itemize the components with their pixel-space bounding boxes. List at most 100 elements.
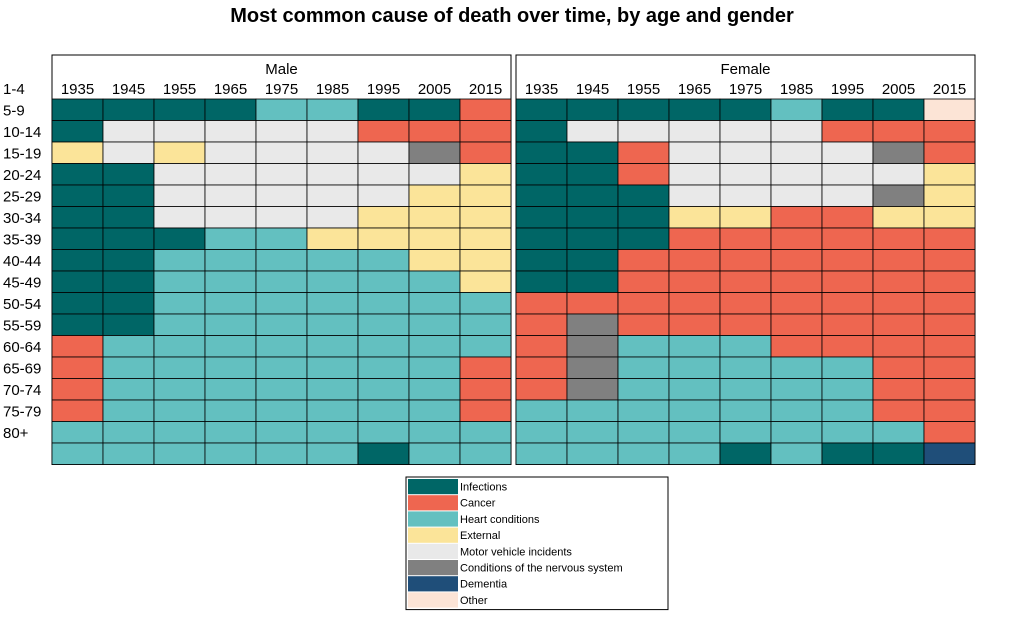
heatmap-cell — [408, 227, 461, 250]
heatmap-cell — [204, 313, 257, 336]
age-tick-label: 5-9 — [3, 103, 25, 120]
heatmap-cell — [357, 378, 410, 401]
heatmap-cell — [357, 421, 410, 444]
heatmap-cell — [617, 313, 670, 336]
heatmap-cell — [923, 249, 976, 272]
heatmap-cell — [102, 227, 155, 250]
heatmap-cell — [306, 335, 359, 358]
heatmap-cell — [204, 421, 257, 444]
heatmap-cell — [51, 378, 104, 401]
heatmap-cell — [153, 184, 206, 207]
heatmap-cell — [617, 184, 670, 207]
heatmap-cell — [408, 270, 461, 293]
legend-swatch — [408, 511, 458, 527]
heatmap-cell — [617, 163, 670, 186]
heatmap-cell — [821, 163, 874, 186]
heatmap-cell — [255, 120, 308, 143]
year-tick-label: 1935 — [61, 81, 94, 98]
heatmap-cell — [515, 141, 568, 164]
heatmap-cell — [204, 98, 257, 121]
legend-label: Infections — [460, 482, 508, 494]
age-tick-label: 20-24 — [3, 167, 41, 184]
heatmap-cell — [204, 442, 257, 465]
heatmap-cell — [668, 335, 721, 358]
age-tick-label: 15-19 — [3, 146, 41, 163]
heatmap-cell — [153, 141, 206, 164]
heatmap-cell — [306, 399, 359, 422]
age-axis: 1-4 5-9 10-14 15-19 20-24 25-29 30-34 35-39 40-4… — [3, 81, 41, 442]
legend-swatch — [408, 560, 458, 576]
heatmap-cell — [51, 227, 104, 250]
heatmap-cell — [872, 98, 925, 121]
legend-item: Infections — [408, 479, 508, 495]
heatmap-cell — [872, 206, 925, 229]
heatmap-cell — [872, 292, 925, 315]
heatmap-cell — [719, 227, 772, 250]
heatmap-cell — [459, 227, 512, 250]
heatmap-cell — [566, 227, 619, 250]
heatmap-cell — [204, 206, 257, 229]
heatmap-cell — [153, 313, 206, 336]
heatmap-cell — [770, 141, 823, 164]
heatmap-cell — [872, 399, 925, 422]
heatmap-cell — [719, 335, 772, 358]
heatmap-cell — [923, 141, 976, 164]
heatmap-cell — [408, 421, 461, 444]
heatmap-cell — [821, 335, 874, 358]
year-tick-label: 2005 — [882, 81, 915, 98]
heatmap-cell — [719, 184, 772, 207]
heatmap-cell — [515, 120, 568, 143]
heatmap-cell — [255, 292, 308, 315]
legend-swatch — [408, 479, 458, 495]
heatmap-cell — [408, 163, 461, 186]
heatmap-cell — [255, 399, 308, 422]
heatmap-cell — [357, 442, 410, 465]
heatmap-cell — [306, 184, 359, 207]
heatmap-cell — [459, 292, 512, 315]
year-tick-label: 1945 — [112, 81, 145, 98]
year-tick-label: 1965 — [214, 81, 247, 98]
heatmap-cell — [51, 421, 104, 444]
heatmap-cell — [102, 378, 155, 401]
heatmap-cell — [204, 335, 257, 358]
age-tick-label: 30-34 — [3, 210, 41, 227]
heatmap-cell — [617, 421, 670, 444]
heatmap-cell — [204, 120, 257, 143]
heatmap-cell — [719, 206, 772, 229]
heatmap-cell — [923, 442, 976, 465]
panel-male: Male 1935 1945 1955 1965 1975 1985 1995 2005 2015 — [51, 54, 512, 465]
heatmap-cell — [153, 249, 206, 272]
heatmap-cell — [668, 399, 721, 422]
heatmap-cell — [255, 313, 308, 336]
legend-item: Cancer — [408, 495, 496, 511]
heatmap-cell — [923, 120, 976, 143]
heatmap-cell — [459, 378, 512, 401]
heatmap-cell — [872, 270, 925, 293]
year-tick-label: 1995 — [367, 81, 400, 98]
heatmap-cell — [566, 120, 619, 143]
heatmap-cell — [719, 421, 772, 444]
heatmap-cell — [408, 335, 461, 358]
heatmap-cell — [872, 313, 925, 336]
heatmap-cell — [515, 378, 568, 401]
heatmap-cell — [204, 399, 257, 422]
heatmap-cell — [872, 249, 925, 272]
legend-item: Dementia — [408, 576, 508, 592]
legend-swatch — [408, 576, 458, 592]
heatmap-cell — [306, 249, 359, 272]
heatmap-cell — [153, 120, 206, 143]
heatmap-cell — [668, 356, 721, 379]
heatmap-cell — [102, 421, 155, 444]
heatmap-cell — [306, 163, 359, 186]
legend-item: Conditions of the nervous system — [408, 560, 623, 576]
heatmap-cell — [719, 98, 772, 121]
legend-label: Motor vehicle incidents — [460, 546, 572, 558]
heatmap-cell — [872, 442, 925, 465]
heatmap-cell — [668, 270, 721, 293]
heatmap-cell — [770, 270, 823, 293]
heatmap-cell — [51, 249, 104, 272]
heatmap-cell — [668, 163, 721, 186]
heatmap-cell — [770, 249, 823, 272]
heatmap-cell — [719, 270, 772, 293]
